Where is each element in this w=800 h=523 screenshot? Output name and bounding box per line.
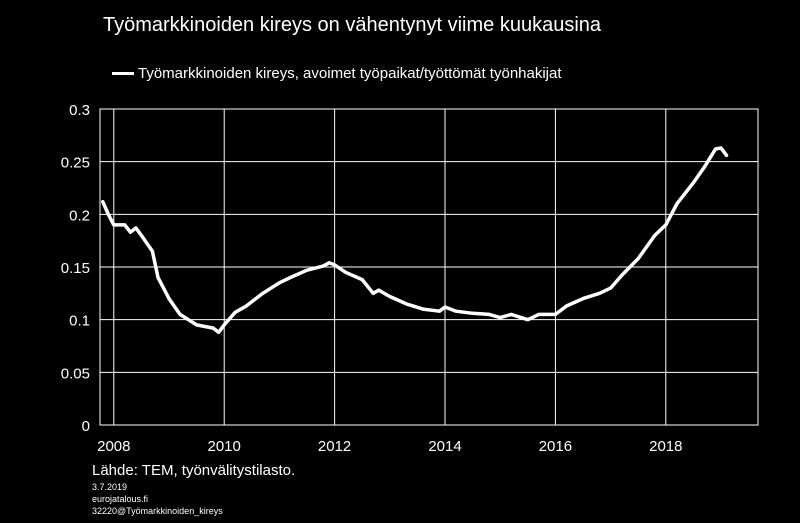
data-point bbox=[609, 286, 612, 290]
data-point bbox=[526, 318, 530, 321]
data-point bbox=[156, 276, 160, 279]
data-point bbox=[471, 312, 474, 315]
data-point bbox=[372, 292, 375, 295]
legend-label: Työmarkkinoiden kireys, avoimet työpaika… bbox=[138, 64, 562, 82]
y-tick-label: 0.1 bbox=[69, 313, 90, 330]
data-point bbox=[692, 181, 695, 184]
data-point bbox=[123, 223, 127, 227]
data-point bbox=[405, 302, 408, 306]
series-line bbox=[101, 146, 729, 335]
data-point bbox=[101, 200, 104, 203]
data-point bbox=[725, 154, 728, 157]
y-axis-tick-labels: 0 0.05 0.1 0.15 0.2 0.25 0.3 bbox=[61, 102, 90, 435]
data-points bbox=[101, 146, 728, 334]
y-tick-label: 0.3 bbox=[69, 102, 90, 119]
data-point bbox=[289, 276, 292, 279]
plot-frame bbox=[99, 108, 759, 426]
data-point bbox=[719, 146, 723, 150]
data-point bbox=[322, 264, 325, 268]
data-point bbox=[443, 305, 447, 309]
data-point bbox=[167, 297, 171, 300]
data-point bbox=[140, 234, 143, 237]
grid-lines bbox=[100, 108, 758, 426]
y-tick-label: 0.25 bbox=[61, 155, 90, 172]
legend: Työmarkkinoiden kireys, avoimet työpaika… bbox=[112, 64, 562, 82]
data-point bbox=[554, 313, 557, 316]
data-point bbox=[305, 268, 309, 272]
data-point bbox=[703, 165, 706, 169]
x-tick-label: 2008 bbox=[97, 438, 130, 455]
data-point bbox=[637, 257, 640, 260]
data-point bbox=[234, 311, 237, 314]
x-tick-label: 2018 bbox=[649, 438, 682, 455]
data-point bbox=[510, 313, 513, 316]
x-tick-label: 2012 bbox=[318, 438, 351, 455]
data-point bbox=[714, 147, 717, 151]
y-tick-label: 0 bbox=[82, 418, 90, 435]
publish-date: 3.7.2019 bbox=[92, 482, 128, 492]
data-point bbox=[112, 223, 116, 227]
chart-title: Työmarkkinoiden kireys on vähentynyt vii… bbox=[103, 14, 602, 36]
data-point bbox=[223, 323, 226, 327]
data-point bbox=[664, 223, 668, 227]
data-point bbox=[134, 226, 138, 230]
x-tick-label: 2010 bbox=[208, 438, 241, 455]
data-point bbox=[388, 295, 392, 298]
data-point bbox=[344, 271, 347, 274]
data-point bbox=[581, 297, 585, 300]
data-point bbox=[487, 313, 491, 316]
data-point bbox=[151, 250, 154, 253]
data-point bbox=[333, 263, 336, 267]
data-point bbox=[421, 307, 425, 311]
data-point bbox=[327, 261, 331, 264]
source-note: Lähde: TEM, työnvälitystilasto. bbox=[92, 462, 296, 479]
data-point bbox=[653, 234, 656, 237]
data-point bbox=[620, 274, 623, 277]
x-tick-label: 2014 bbox=[428, 438, 461, 455]
data-point bbox=[598, 292, 601, 295]
data-point bbox=[377, 288, 380, 292]
data-point bbox=[245, 304, 248, 308]
data-point bbox=[565, 304, 568, 308]
x-axis-tick-labels: 2008 2010 2012 2014 2016 2018 bbox=[97, 438, 682, 455]
data-point bbox=[217, 331, 220, 334]
data-point bbox=[178, 313, 182, 316]
data-point bbox=[537, 313, 541, 316]
data-point bbox=[107, 213, 110, 216]
website: eurojatalous.fi bbox=[92, 494, 149, 504]
x-tick-label: 2016 bbox=[539, 438, 572, 455]
data-point bbox=[278, 281, 281, 284]
data-point bbox=[211, 326, 215, 330]
data-point bbox=[499, 316, 502, 319]
data-point bbox=[438, 310, 441, 313]
data-point bbox=[195, 323, 198, 327]
y-tick-label: 0.05 bbox=[61, 365, 90, 382]
data-point bbox=[675, 202, 679, 205]
legend-line-swatch bbox=[112, 71, 134, 75]
y-tick-label: 0.15 bbox=[61, 260, 90, 277]
data-point bbox=[261, 292, 265, 295]
data-point bbox=[129, 231, 132, 234]
data-point bbox=[361, 278, 364, 281]
data-point bbox=[454, 310, 458, 313]
y-tick-label: 0.2 bbox=[69, 207, 90, 224]
chart-code: 32220@Työmarkkinoiden_kireys bbox=[92, 506, 223, 516]
